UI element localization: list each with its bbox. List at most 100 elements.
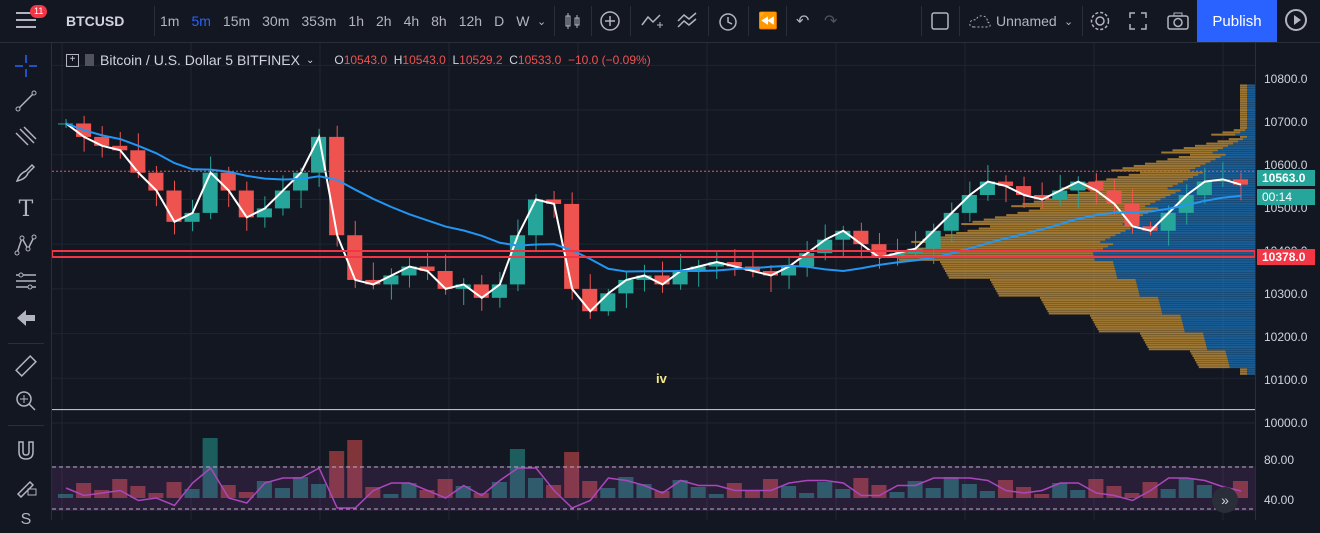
volume-profile-bar <box>1040 207 1159 210</box>
price-tick: 10300.0 <box>1264 287 1308 301</box>
chevron-down-icon[interactable]: ⌄ <box>305 54 315 66</box>
volume-bar <box>148 493 164 498</box>
templates-icon[interactable] <box>676 0 700 42</box>
alert-clock-icon[interactable] <box>717 0 739 42</box>
interval-12h[interactable]: 12h <box>458 13 483 29</box>
candle-body <box>943 212 959 231</box>
interval-1m[interactable]: 1m <box>160 13 180 29</box>
candle-body <box>1034 195 1050 200</box>
volume-profile-bar <box>1113 243 1255 246</box>
volume-profile-bar <box>972 220 1128 223</box>
chevron-down-icon[interactable]: ⌄ <box>1064 15 1074 28</box>
interval-W[interactable]: W <box>516 13 530 29</box>
publish-button[interactable]: Publish <box>1197 0 1277 42</box>
chart-annotation: iv <box>656 371 667 386</box>
crosshair-icon[interactable] <box>13 53 39 79</box>
volume-profile-bar <box>1240 95 1247 98</box>
volume-profile-bar <box>945 234 1116 237</box>
fullscreen-square-icon[interactable] <box>931 0 949 42</box>
volume-profile-bar <box>1132 218 1255 221</box>
candles-icon[interactable] <box>563 0 583 42</box>
candle-body <box>799 253 815 267</box>
volume-bar <box>184 489 200 498</box>
volume-profile-bar <box>1240 370 1247 373</box>
interval-1h[interactable]: 1h <box>348 13 364 29</box>
volume-profile-bar <box>1203 171 1255 174</box>
interval-8h[interactable]: 8h <box>431 13 447 29</box>
volume-profile-bar <box>1195 144 1228 147</box>
volume-profile-bar <box>1142 337 1205 340</box>
trend-line-icon[interactable] <box>13 88 39 114</box>
layout-name[interactable]: Unnamed <box>996 13 1057 29</box>
volume-profile-bar <box>917 247 1104 250</box>
volume-profile-bar <box>1222 147 1255 150</box>
volume-profile-bar <box>940 243 1114 246</box>
current-price-tag: 10563.0 <box>1257 170 1315 186</box>
interval-30m[interactable]: 30m <box>262 13 290 29</box>
symbol-search[interactable]: BTCUSD <box>66 13 125 29</box>
interval-4h[interactable]: 4h <box>403 13 420 29</box>
legend-toggle-icon[interactable]: + <box>66 53 79 67</box>
candle-body <box>383 275 399 285</box>
interval-5m[interactable]: 5m <box>191 13 211 29</box>
interval-D[interactable]: D <box>494 13 505 29</box>
volume-profile-bar <box>1083 182 1178 185</box>
interval-353m[interactable]: 353m <box>301 13 337 29</box>
undo-icon[interactable]: ↶ <box>796 13 810 30</box>
volume-profile-bar <box>1240 106 1247 109</box>
text-tool-icon[interactable]: T <box>18 196 34 222</box>
back-arrow-icon[interactable] <box>13 305 39 331</box>
volume-bar <box>817 482 833 498</box>
play-icon[interactable] <box>1285 9 1307 31</box>
brush-icon[interactable] <box>13 160 39 186</box>
fib-tool-icon[interactable] <box>13 124 39 150</box>
volume-profile-bar <box>961 223 1123 226</box>
volume-profile-bar <box>1095 180 1183 183</box>
pattern-icon[interactable] <box>13 232 39 258</box>
price-chart[interactable] <box>52 43 1255 520</box>
volume-profile-bar <box>1150 202 1255 205</box>
volume-profile-bar <box>1161 308 1255 310</box>
volume-bar <box>654 491 670 498</box>
volume-profile-bar <box>1240 104 1247 107</box>
volume-bar <box>979 491 995 498</box>
volume-profile-bar <box>1247 122 1255 125</box>
fullscreen-icon[interactable] <box>1128 0 1148 42</box>
prediction-icon[interactable] <box>13 268 39 294</box>
volume-profile-bar <box>1111 169 1191 172</box>
chevron-down-icon[interactable]: ⌄ <box>537 15 547 28</box>
candle-body <box>636 275 652 280</box>
ruler-icon[interactable] <box>13 353 39 379</box>
volume-profile-bar <box>1225 153 1255 156</box>
volume-profile-bar <box>996 290 1139 293</box>
volume-profile-bar <box>1229 363 1255 366</box>
magnet-icon[interactable] <box>13 438 39 464</box>
volume-bar <box>274 488 290 498</box>
indicators-icon[interactable] <box>640 0 664 42</box>
zoom-in-icon[interactable] <box>13 388 39 414</box>
volume-bar <box>311 484 327 498</box>
redo-icon[interactable]: ↷ <box>824 13 838 30</box>
scroll-to-realtime-icon[interactable]: » <box>1212 487 1238 513</box>
menu-icon[interactable] <box>16 12 36 28</box>
camera-icon[interactable] <box>1166 0 1190 42</box>
volume-profile-bar <box>1203 332 1255 335</box>
volume-profile-bar <box>1172 185 1255 188</box>
chart-title[interactable]: Bitcoin / U.S. Dollar 5 BITFINEX <box>100 52 300 68</box>
price-tick: 10800.0 <box>1264 72 1308 86</box>
more-tools-icon[interactable]: S <box>20 511 32 528</box>
settings-gear-icon[interactable] <box>1089 0 1111 42</box>
lock-drawings-icon[interactable] <box>13 473 39 499</box>
volume-profile-bar <box>1215 158 1255 161</box>
volume-bar <box>961 484 977 498</box>
interval-15m[interactable]: 15m <box>222 13 251 29</box>
replay-icon[interactable]: ⏪ <box>758 13 778 30</box>
add-indicator-icon[interactable] <box>599 0 621 42</box>
price-axis[interactable] <box>1255 43 1320 520</box>
volume-profile-bar <box>1196 361 1229 364</box>
volume-profile-bar <box>1017 211 1149 214</box>
candle-body <box>220 172 236 191</box>
interval-2h[interactable]: 2h <box>375 13 392 29</box>
volume-profile-bar <box>1206 142 1234 145</box>
volume-profile-bar <box>1192 354 1227 357</box>
